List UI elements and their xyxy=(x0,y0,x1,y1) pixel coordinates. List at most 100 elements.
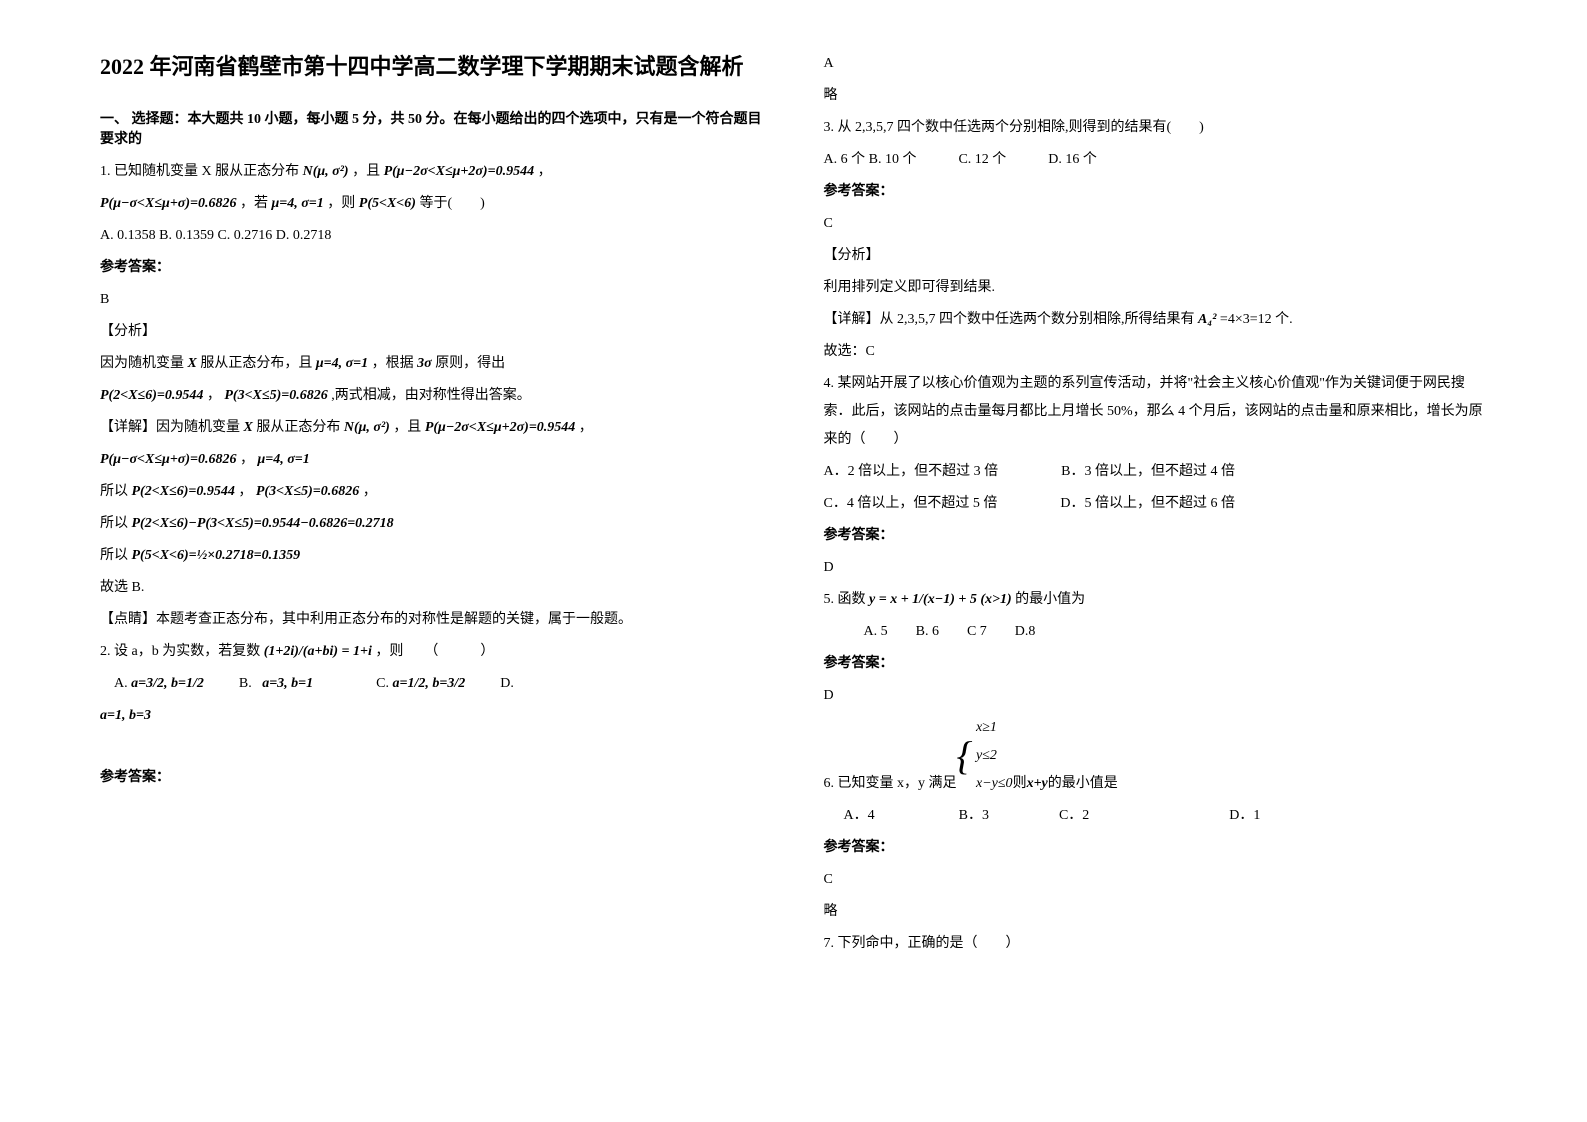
q1-d3b: P(2<X≤6)=0.9544 xyxy=(132,484,235,499)
q5-options: A. 5 B. 6 C 7 D.8 xyxy=(824,618,1488,646)
q6-sys1: x≥1 xyxy=(976,714,1013,742)
q1-gx: 故选 B. xyxy=(100,574,764,602)
q1-detail-1: 【详解】因为随机变量 X 服从正态分布 N(μ, σ²) ，且 P(μ−2σ<X… xyxy=(100,414,764,442)
q2-optD: a=1, b=3 xyxy=(100,708,151,723)
q1-d5b: P(5<X<6)=½×0.2718=0.1359 xyxy=(132,548,301,563)
q1-stem-line2: P(μ−σ<X≤μ+σ)=0.6826 ，若 μ=4, σ=1 ，则 P(5<X… xyxy=(100,190,764,218)
q2-stem-a: 2. 设 a，b 为实数，若复数 xyxy=(100,644,264,659)
q2-optA-label: A. xyxy=(114,676,128,691)
q4-options-row1: A．2 倍以上，但不超过 3 倍 B．3 倍以上，但不超过 4 倍 xyxy=(824,458,1488,486)
q1-detail-2: P(μ−σ<X≤μ+σ)=0.6826 ， μ=4, σ=1 xyxy=(100,446,764,474)
q3-answer-label: 参考答案： xyxy=(824,178,1488,206)
q1-line2-a: P(μ−σ<X≤μ+σ)=0.6826 xyxy=(100,196,236,211)
q1-d3c: ， xyxy=(238,484,252,499)
q2-answer: A xyxy=(824,50,1488,78)
q1-an1a: 因为随机变量 xyxy=(100,356,188,371)
q1-d1e: ，且 xyxy=(393,420,421,435)
q1-d2c: μ=4, σ=1 xyxy=(257,452,309,467)
q2-optC: a=1/2, b=3/2 xyxy=(393,676,466,691)
q6-sys2: y≤2 xyxy=(976,742,1013,770)
q1-stem-b: ，且 xyxy=(352,164,380,179)
q1-stem-a: 1. 已知随机变量 X 服从正态分布 xyxy=(100,164,303,179)
q2-optB: a=3, b=1 xyxy=(262,676,313,691)
q1-analysis-1: 因为随机变量 X 服从正态分布，且 μ=4, σ=1 ，根据 3σ 原则，得出 xyxy=(100,350,764,378)
q3-dc: =4×3=12 个. xyxy=(1220,312,1293,327)
q6-system: { x≥1 y≤2 x−y≤0 xyxy=(957,714,1013,798)
q4-stem: 4. 某网站开展了以核心价值观为主题的系列宣传活动，并将"社会主义核心价值观"作… xyxy=(824,370,1488,454)
q5-answer: D xyxy=(824,682,1488,710)
q3-gx: 故选：C xyxy=(824,338,1488,366)
q5-stem: 5. 函数 y = x + 1/(x−1) + 5 (x>1) 的最小值为 xyxy=(824,586,1488,614)
left-column: 2022 年河南省鹤壁市第十四中学高二数学理下学期期末试题含解析 一、 选择题：… xyxy=(100,50,764,962)
q3-detail: 【详解】从 2,3,5,7 四个数中任选两个数分别相除,所得结果有 A₄² =4… xyxy=(824,306,1488,334)
q4-optB: B．3 倍以上，但不超过 4 倍 xyxy=(1061,464,1235,479)
q2-formula: (1+2i)/(a+bi) = 1+i xyxy=(264,644,372,659)
q1-stem-line1: 1. 已知随机变量 X 服从正态分布 N(μ, σ²) ，且 P(μ−2σ<X≤… xyxy=(100,158,764,186)
q1-an1b: X xyxy=(188,356,197,371)
q2-optD-line: a=1, b=3 xyxy=(100,702,764,730)
q6-stem-d: 的最小值是 xyxy=(1048,770,1118,798)
q4-optA: A．2 倍以上，但不超过 3 倍 xyxy=(824,464,999,479)
q1-d1g: ， xyxy=(579,420,593,435)
right-column: A 略 3. 从 2,3,5,7 四个数中任选两个分别相除,则得到的结果有( )… xyxy=(824,50,1488,962)
q1-detail-4: 所以 P(2<X≤6)−P(3<X≤5)=0.9544−0.6826=0.271… xyxy=(100,510,764,538)
q6-stem-a: 6. 已知变量 x，y 满足 xyxy=(824,770,957,798)
q6-sys3: x−y≤0 xyxy=(976,770,1013,798)
q1-an1e: ，根据 xyxy=(372,356,414,371)
q1-answer-label: 参考答案： xyxy=(100,254,764,282)
q2-brief: 略 xyxy=(824,82,1488,110)
q6-options: A．4 B．3 C．2 D．1 xyxy=(824,802,1488,830)
q2-optB-label: B. xyxy=(239,676,252,691)
q3-answer: C xyxy=(824,210,1488,238)
q1-line2-c: μ=4, σ=1 xyxy=(271,196,323,211)
q1-detail-5: 所以 P(5<X<6)=½×0.2718=0.1359 xyxy=(100,542,764,570)
q4-answer-label: 参考答案： xyxy=(824,522,1488,550)
q1-an1c: 服从正态分布，且 xyxy=(200,356,312,371)
q2-optA: a=3/2, b=1/2 xyxy=(131,676,204,691)
q1-an1d: μ=4, σ=1 xyxy=(316,356,368,371)
q5-stem-b: 的最小值为 xyxy=(1015,592,1085,607)
q7-stem: 7. 下列命中，正确的是（ ） xyxy=(824,930,1488,958)
q1-line2-b: ，若 xyxy=(240,196,272,211)
q6-stem-c: x+y xyxy=(1027,770,1048,798)
q1-an2b: ， xyxy=(207,388,221,403)
q1-d4a: 所以 xyxy=(100,516,132,531)
q4-options-row2: C．4 倍以上，但不超过 5 倍 D．5 倍以上，但不超过 6 倍 xyxy=(824,490,1488,518)
q2-answer-label: 参考答案： xyxy=(100,764,764,792)
q1-answer: B xyxy=(100,286,764,314)
q2-optC-label: C. xyxy=(376,676,389,691)
q1-formula-1: N(μ, σ²) xyxy=(303,164,349,179)
q3-options: A. 6 个 B. 10 个 C. 12 个 D. 16 个 xyxy=(824,146,1488,174)
q1-an2c: P(3<X≤5)=0.6826 xyxy=(224,388,327,403)
q1-d2b: ， xyxy=(240,452,254,467)
q1-stem-c: ， xyxy=(538,164,552,179)
q1-an2d: ,两式相减，由对称性得出答案。 xyxy=(331,388,531,403)
q2-stem: 2. 设 a，b 为实数，若复数 (1+2i)/(a+bi) = 1+i ，则 … xyxy=(100,638,764,666)
q4-answer: D xyxy=(824,554,1488,582)
q1-d1a: 【详解】因为随机变量 xyxy=(100,420,244,435)
section-1-heading: 一、 选择题：本大题共 10 小题，每小题 5 分，共 50 分。在每小题给出的… xyxy=(100,108,764,148)
q1-formula-2: P(μ−2σ<X≤μ+2σ)=0.9544 xyxy=(384,164,534,179)
document-title: 2022 年河南省鹤壁市第十四中学高二数学理下学期期末试题含解析 xyxy=(100,50,764,83)
q1-d3a: 所以 xyxy=(100,484,132,499)
q1-detail-3: 所以 P(2<X≤6)=0.9544 ， P(3<X≤5)=0.6826 ， xyxy=(100,478,764,506)
q1-d3d: P(3<X≤5)=0.6826 xyxy=(256,484,359,499)
q3-db: A₄² xyxy=(1198,312,1216,327)
q1-d3e: ， xyxy=(363,484,377,499)
q3-stem: 3. 从 2,3,5,7 四个数中任选两个分别相除,则得到的结果有( ) xyxy=(824,114,1488,142)
q1-analysis-2: P(2<X≤6)=0.9544 ， P(3<X≤5)=0.6826 ,两式相减，… xyxy=(100,382,764,410)
q2-options-row1: A. a=3/2, b=1/2 B. a=3, b=1 C. a=1/2, b=… xyxy=(100,670,764,698)
q5-formula: y = x + 1/(x−1) + 5 (x>1) xyxy=(869,592,1012,607)
q2-stem-b: ，则 （ ） xyxy=(375,644,494,659)
q4-optD: D．5 倍以上，但不超过 6 倍 xyxy=(1060,496,1235,511)
q6-brief: 略 xyxy=(824,898,1488,926)
q6-stem: 6. 已知变量 x，y 满足 { x≥1 y≤2 x−y≤0 则 x+y 的最小… xyxy=(824,714,1488,798)
q1-point: 【点睛】本题考查正态分布，其中利用正态分布的对称性是解题的关键，属于一般题。 xyxy=(100,606,764,634)
q3-analysis-label: 【分析】 xyxy=(824,242,1488,270)
q6-answer-label: 参考答案： xyxy=(824,834,1488,862)
q6-stem-b: 则 xyxy=(1013,770,1027,798)
q1-d1d: N(μ, σ²) xyxy=(344,420,390,435)
q1-an1g: 原则，得出 xyxy=(435,356,505,371)
q5-stem-a: 5. 函数 xyxy=(824,592,870,607)
q1-an2a: P(2<X≤6)=0.9544 xyxy=(100,388,203,403)
